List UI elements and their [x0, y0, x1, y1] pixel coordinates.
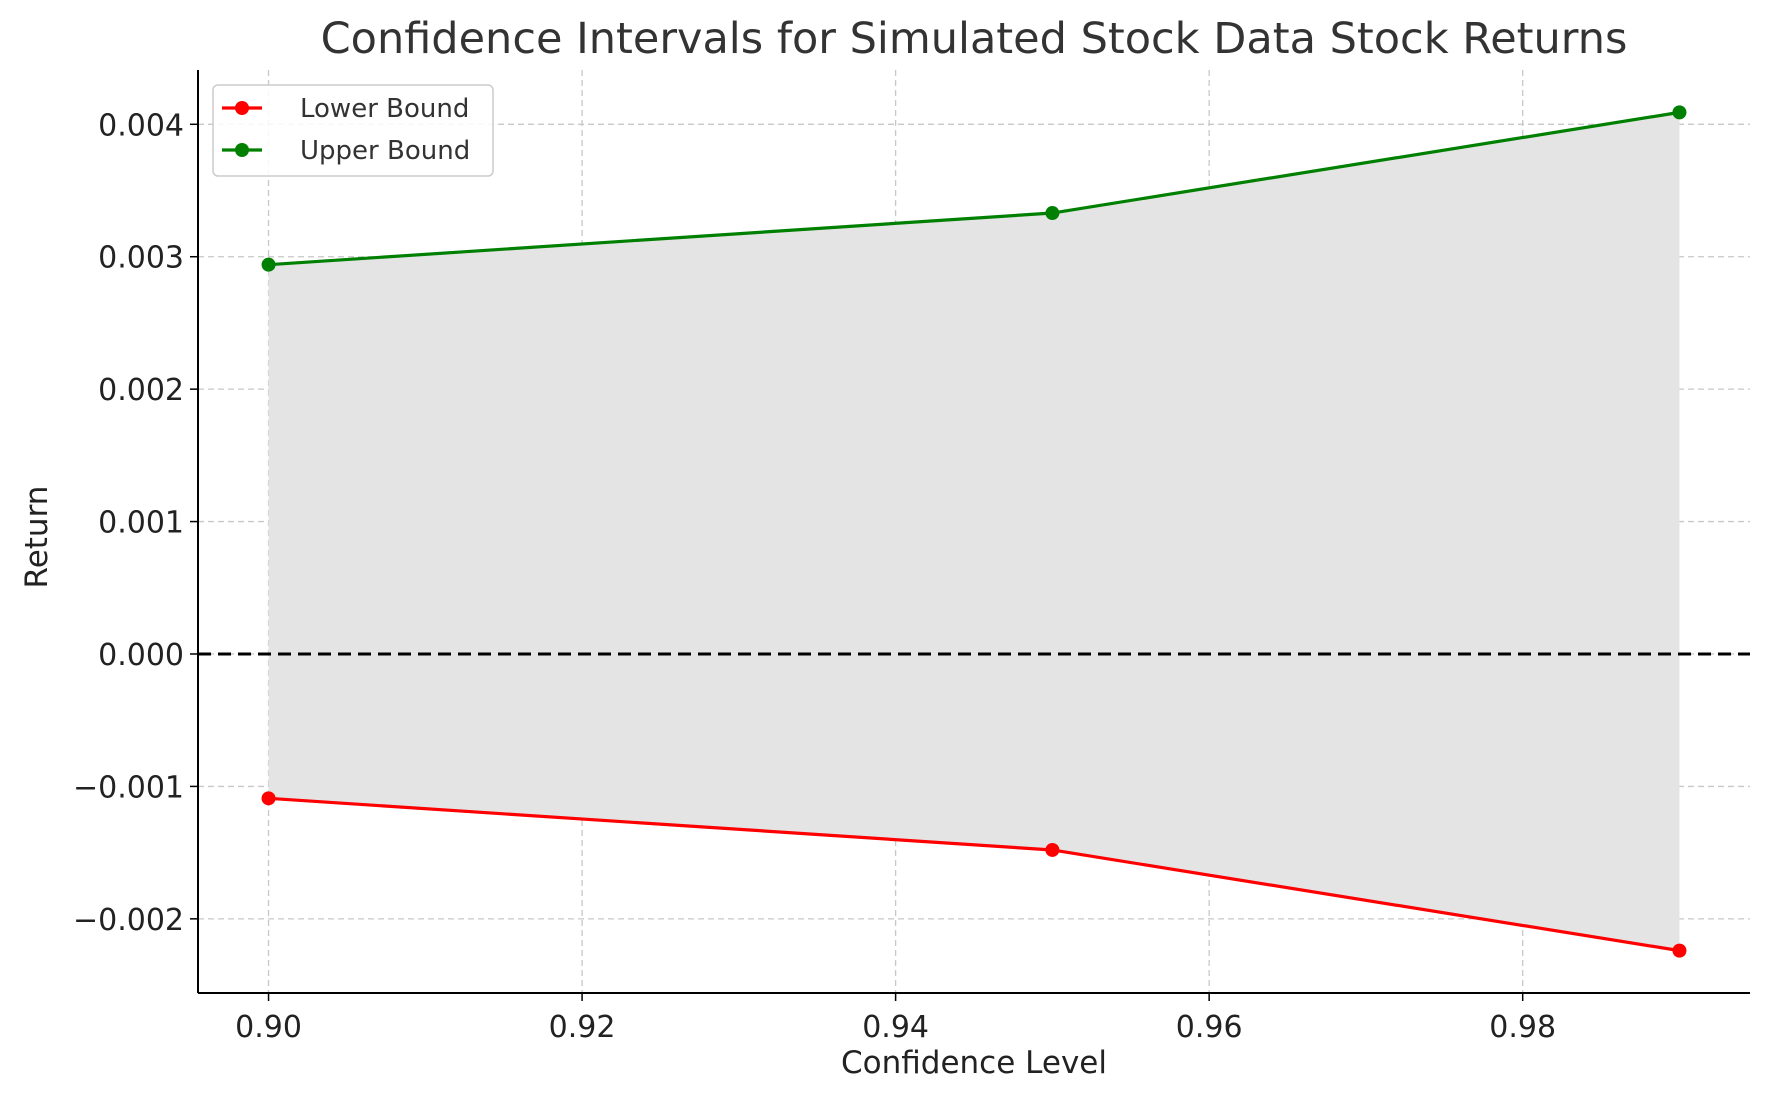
legend-items: Lower Bound Upper Bound [222, 94, 470, 166]
y-tick-label-6: 0.004 [98, 108, 184, 143]
chart-title: Confidence Intervals for Simulated Stock… [321, 14, 1628, 64]
x-tick-label-1: 0.92 [549, 1010, 616, 1045]
upper-bound-point-1 [1045, 206, 1060, 221]
axes [197, 70, 1750, 994]
legend-lower-bound-label: Lower Bound [300, 94, 469, 124]
y-tick-label-4: 0.002 [98, 373, 184, 408]
y-tick-label-2: 0.000 [98, 638, 184, 673]
series-lines [261, 105, 1687, 958]
legend-box [212, 84, 494, 177]
y-tick-label-0: −0.002 [73, 903, 184, 938]
legend-lower-bound-marker [235, 101, 249, 115]
y-axis-ticks: −0.002 −0.001 0.000 0.001 0.002 0.003 0.004 [73, 108, 198, 938]
x-tick-label-0: 0.90 [235, 1010, 302, 1045]
legend-upper-bound-marker [235, 143, 249, 157]
lower-bound-point-1 [1045, 842, 1060, 857]
x-tick-label-2: 0.94 [862, 1010, 929, 1045]
legend: Lower Bound Upper Bound [212, 84, 494, 177]
y-tick-label-1: −0.001 [73, 770, 184, 805]
lower-bound-point-0 [261, 791, 276, 806]
legend-upper-bound-label: Upper Bound [300, 136, 470, 166]
x-tick-label-3: 0.96 [1176, 1010, 1243, 1045]
x-axis-ticks: 0.90 0.92 0.94 0.96 0.98 [235, 993, 1556, 1045]
confidence-band-area [268, 112, 1680, 951]
x-axis-label: Confidence Level [841, 1045, 1107, 1081]
y-tick-label-3: 0.001 [98, 506, 184, 541]
x-tick-label-4: 0.98 [1489, 1010, 1556, 1045]
upper-bound-point-2 [1672, 105, 1687, 120]
y-tick-label-5: 0.003 [98, 241, 184, 276]
lower-bound-point-2 [1672, 943, 1687, 958]
confidence-band [268, 112, 1680, 951]
upper-bound-point-0 [261, 257, 276, 272]
y-axis-label: Return [19, 486, 55, 589]
